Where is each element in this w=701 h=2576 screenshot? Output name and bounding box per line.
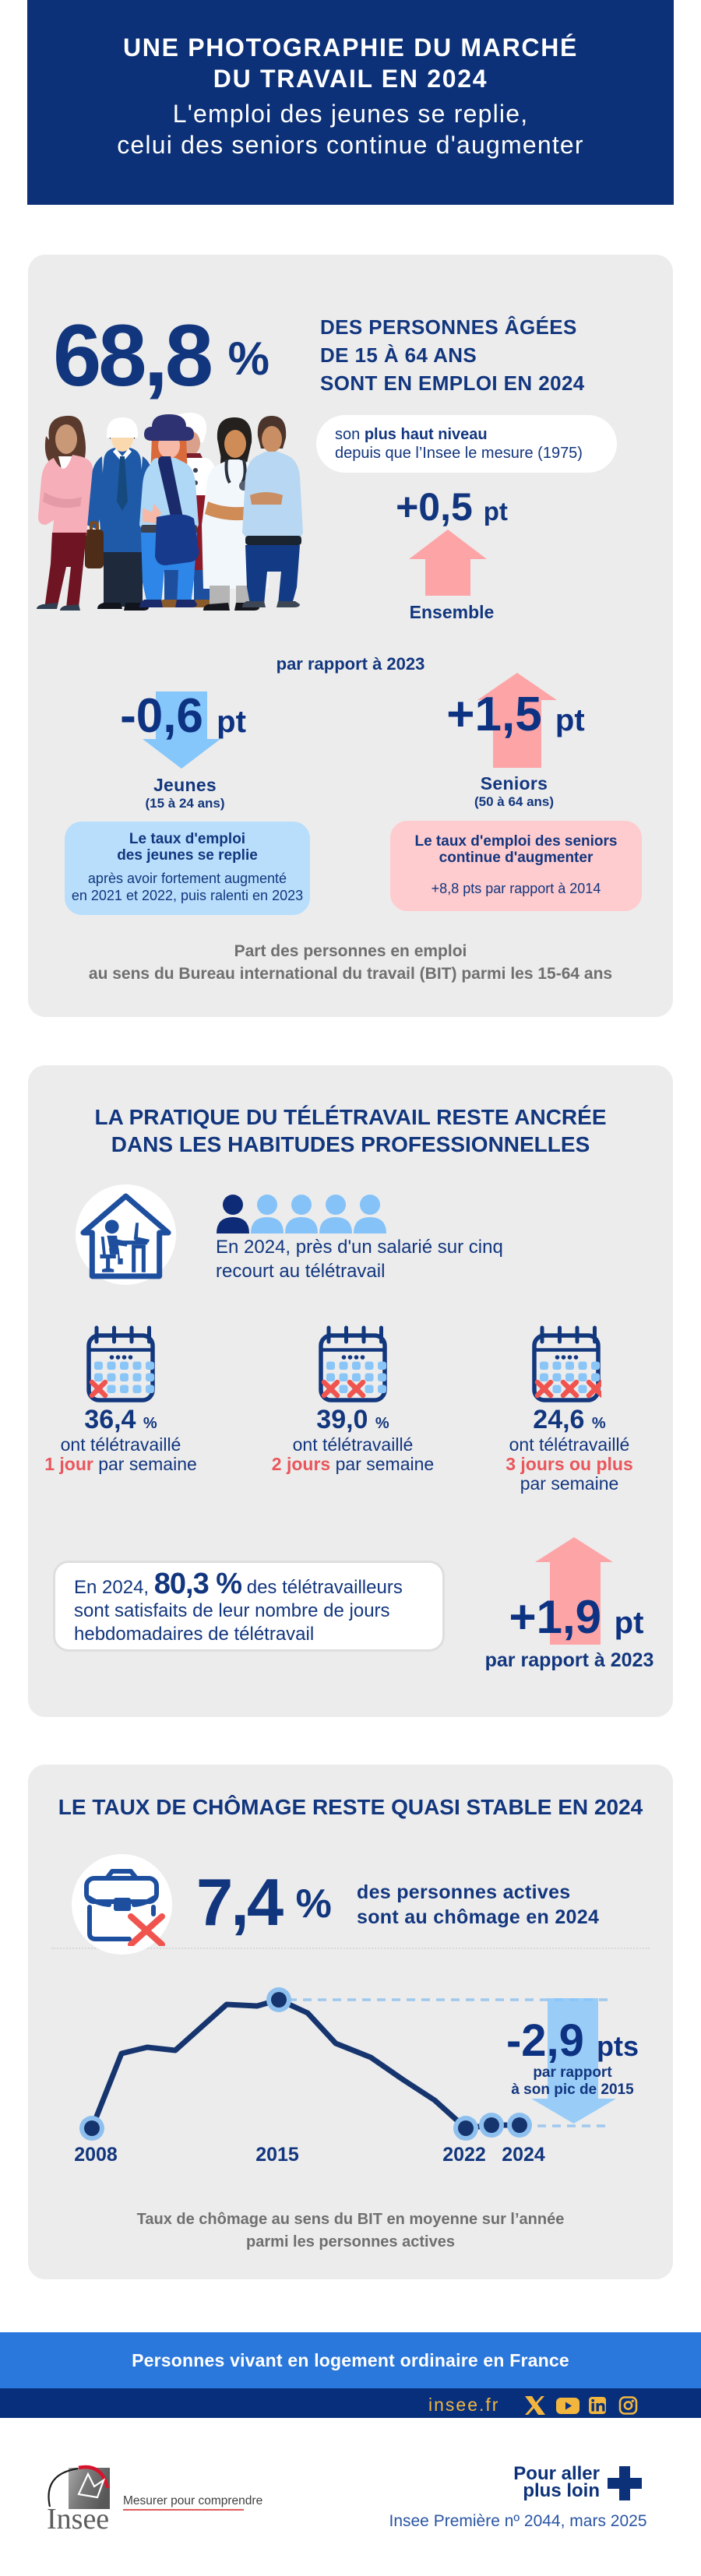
svg-text:Mesurer pour comprendre: Mesurer pour comprendre [123,2494,262,2507]
svg-text:Insee: Insee [47,2503,109,2536]
